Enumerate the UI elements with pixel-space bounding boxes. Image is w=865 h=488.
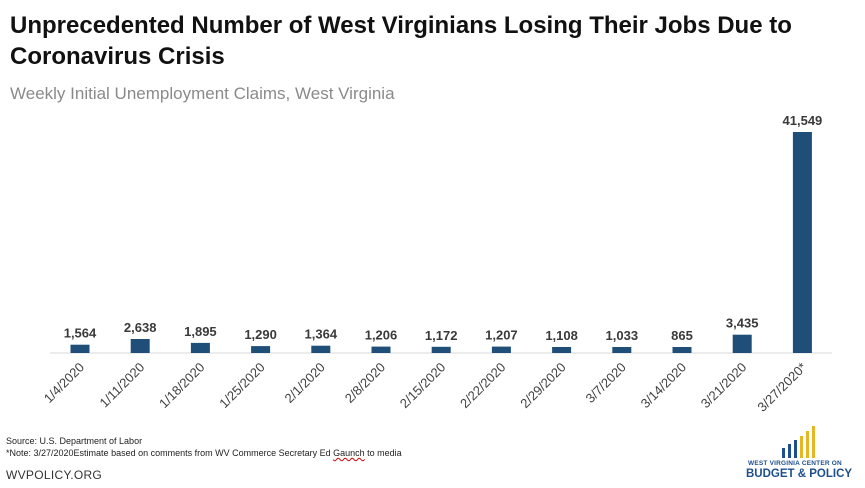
data-label-11: 865 bbox=[671, 328, 693, 343]
data-label-8: 1,207 bbox=[485, 328, 518, 343]
x-tick-label-9: 2/29/2020 bbox=[517, 360, 569, 412]
bar-3 bbox=[190, 342, 210, 353]
footnote-text-end: to media bbox=[364, 448, 402, 458]
bar-4 bbox=[251, 346, 271, 353]
footnote: *Note: 3/27/2020Estimate based on commen… bbox=[6, 447, 402, 459]
data-label-4: 1,290 bbox=[244, 327, 277, 342]
logo-text-bottom: BUDGET & POLICY bbox=[746, 468, 853, 480]
chart-subtitle: Weekly Initial Unemployment Claims, West… bbox=[10, 84, 395, 103]
x-tick-label-8: 2/22/2020 bbox=[457, 360, 509, 412]
bar-10 bbox=[612, 347, 632, 353]
bar-9 bbox=[552, 347, 572, 353]
x-tick-label-6: 2/8/2020 bbox=[342, 360, 388, 406]
x-tick-label-5: 2/1/2020 bbox=[282, 360, 328, 406]
x-tick-label-1: 1/4/2020 bbox=[41, 360, 87, 406]
x-tick-label-7: 2/15/2020 bbox=[397, 360, 449, 412]
bar-13 bbox=[792, 132, 812, 353]
source-note: Source: U.S. Department of Labor bbox=[6, 436, 143, 446]
data-label-7: 1,172 bbox=[425, 328, 458, 343]
bar-7 bbox=[431, 346, 451, 353]
wvcbp-logo: WEST VIRGINIA CENTER ON BUDGET & POLICY bbox=[744, 422, 854, 484]
data-label-9: 1,108 bbox=[545, 328, 578, 343]
footnote-text-start: *Note: 3/27/2020Estimate based on commen… bbox=[6, 448, 334, 458]
website-footer: WVPOLICY.ORG bbox=[6, 468, 103, 482]
x-tick-label-3: 1/18/2020 bbox=[156, 360, 208, 412]
x-tick-label-2: 1/11/2020 bbox=[96, 360, 147, 411]
data-label-10: 1,033 bbox=[606, 328, 639, 343]
x-tick-label-4: 1/25/2020 bbox=[216, 360, 268, 412]
bar-6 bbox=[371, 346, 391, 353]
chart-marks: 1,564 1/4/2020 2,638 1/11/2020 1,895 1/18/202… bbox=[41, 113, 832, 415]
bar-11 bbox=[672, 347, 692, 353]
bar-12 bbox=[732, 334, 752, 353]
data-label-1: 1,564 bbox=[64, 326, 97, 341]
data-label-12: 3,435 bbox=[726, 316, 759, 331]
x-tick-label-11: 3/14/2020 bbox=[638, 360, 690, 412]
logo-text-top: WEST VIRGINIA CENTER ON bbox=[748, 460, 842, 467]
chart-title: Unprecedented Number of West Virginians … bbox=[10, 12, 792, 70]
data-label-13: 41,549 bbox=[783, 113, 823, 128]
data-label-2: 2,638 bbox=[124, 320, 157, 335]
x-tick-label-10: 3/7/2020 bbox=[583, 360, 629, 406]
data-label-5: 1,364 bbox=[305, 327, 338, 342]
x-tick-label-12: 3/21/2020 bbox=[698, 360, 750, 412]
x-tick-label-13: 3/27/2020* bbox=[754, 360, 809, 415]
bar-2 bbox=[130, 339, 150, 353]
bar-graph-logo-icon bbox=[782, 426, 815, 458]
data-label-3: 1,895 bbox=[184, 324, 217, 339]
data-label-6: 1,206 bbox=[365, 328, 398, 343]
bar-1 bbox=[70, 344, 90, 353]
bar-8 bbox=[491, 346, 511, 353]
footnote-flagged-word: Gaunch bbox=[333, 448, 365, 458]
bar-5 bbox=[311, 345, 331, 353]
